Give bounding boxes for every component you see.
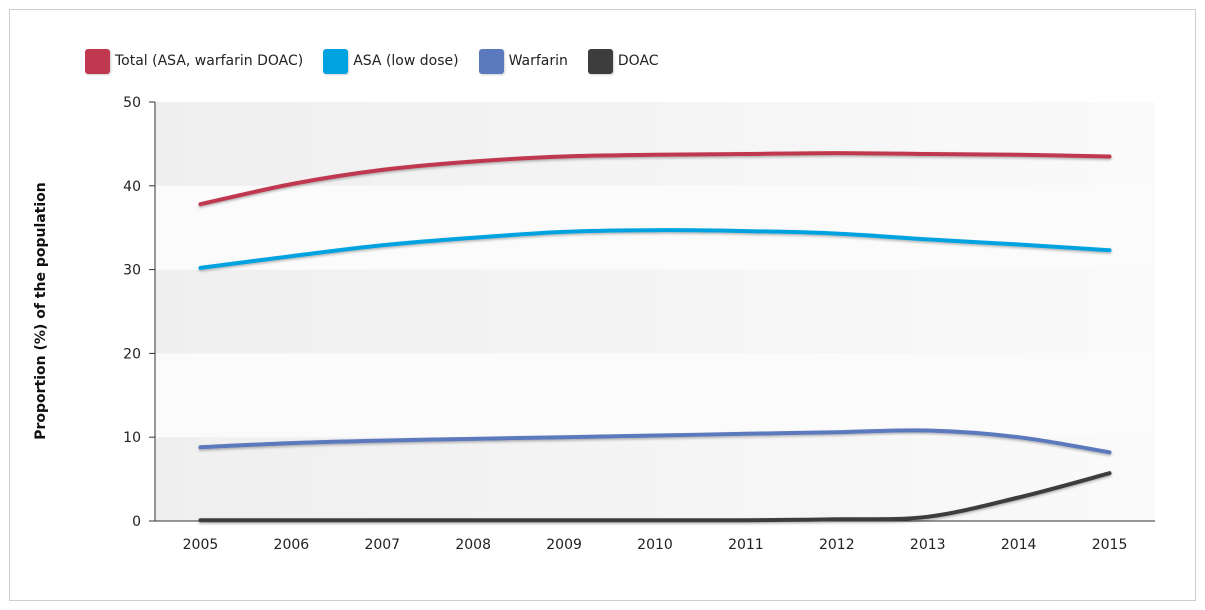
- legend-label-warfarin: Warfarin: [508, 53, 568, 69]
- x-tick-label: 2009: [546, 537, 582, 553]
- plot-band: [155, 353, 1155, 438]
- series-line-asa-low-dose: [198, 228, 1112, 270]
- y-tick-labels: 0 10 20 30 40 50: [123, 95, 141, 530]
- x-tick-label: 2007: [364, 537, 400, 553]
- chart-legend: Total (ASA, warfarin DOAC) ASA (low dose…: [85, 47, 679, 75]
- series-line-total-asa-warfarin-doac: [198, 151, 1112, 207]
- legend-label-asa: ASA (low dose): [353, 53, 459, 69]
- plot-band: [155, 102, 1155, 186]
- legend-swatch-total: [85, 48, 110, 74]
- series-line-warfarin: [198, 428, 1112, 455]
- x-tick-label: 2014: [1001, 537, 1037, 553]
- plot-band: [155, 269, 1155, 354]
- x-tick-label: 2011: [728, 537, 764, 553]
- x-tick-label: 2015: [1092, 537, 1128, 553]
- legend-swatch-doac: [587, 48, 613, 74]
- y-tick-label: 30: [123, 263, 141, 279]
- legend-item-total: Total (ASA, warfarin DOAC): [85, 48, 304, 74]
- y-tick-label: 0: [132, 514, 141, 530]
- y-tick-label: 50: [123, 95, 141, 111]
- legend-swatch-asa: [323, 48, 349, 74]
- y-tick-label: 20: [123, 346, 141, 362]
- x-tick-label: 2008: [455, 537, 491, 553]
- plot-band: [155, 437, 1155, 521]
- legend-label-doac: DOAC: [617, 53, 659, 69]
- x-tick-label: 2012: [819, 537, 855, 553]
- x-tick-labels: 2005 2006 2007 2008 2009 2010 2011 2012 2013 2014…: [183, 537, 1128, 553]
- plot-background-bands: [155, 102, 1155, 521]
- series-line-doac: [198, 471, 1112, 523]
- legend-label-total: Total (ASA, warfarin DOAC): [115, 53, 304, 69]
- x-tick-label: 2010: [637, 537, 673, 553]
- y-tick-label: 40: [123, 179, 141, 195]
- plot-band: [155, 185, 1155, 270]
- legend-swatch-warfarin: [478, 48, 504, 74]
- legend-item-warfarin: Warfarin: [478, 48, 568, 74]
- x-tick-label: 2005: [183, 537, 219, 553]
- y-tick-label: 10: [123, 430, 141, 446]
- legend-item-asa: ASA (low dose): [323, 48, 459, 74]
- x-tick-label: 2006: [274, 537, 310, 553]
- legend-item-doac: DOAC: [587, 48, 659, 74]
- series-lines: [198, 151, 1112, 523]
- x-tick-label: 2013: [910, 537, 946, 553]
